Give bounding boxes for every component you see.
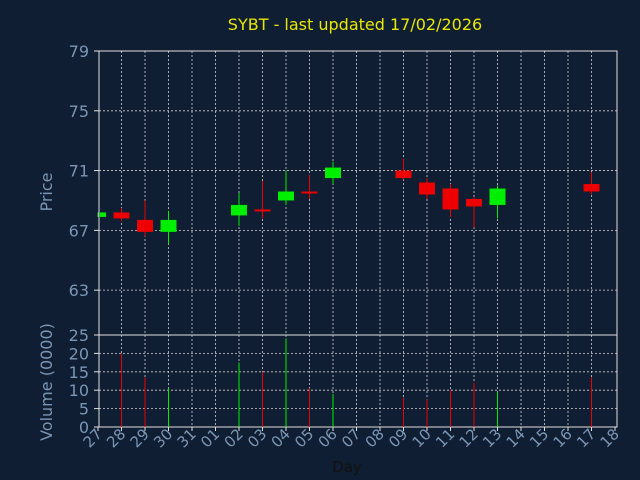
grid-lines: [94, 50, 617, 431]
candle-06: [325, 161, 341, 185]
candle-13: [489, 185, 506, 219]
x-tick-label: 11: [432, 425, 458, 451]
volume-tick-label: 20: [69, 344, 89, 363]
x-tick-label: 31: [174, 425, 200, 451]
x-tick-label: 02: [221, 425, 247, 451]
candle-28: [113, 207, 130, 222]
price-axis-label: Price: [37, 172, 56, 211]
volume-tick-label: 5: [79, 400, 89, 419]
x-tick-label: 30: [150, 425, 176, 451]
x-tick-label: 18: [597, 425, 623, 451]
price-panel-border: [98, 50, 618, 336]
x-axis-label: Day: [332, 458, 362, 476]
price-tick-label: 71: [69, 162, 89, 181]
x-tick-label: 15: [526, 425, 552, 451]
volume-panel-frame: [98, 334, 618, 428]
candle-11: [442, 184, 459, 217]
x-tick-label: 07: [338, 425, 364, 451]
x-tick-label: 12: [456, 425, 482, 451]
candle-body: [137, 219, 153, 232]
x-tick-label: 14: [503, 425, 529, 451]
price-tick-label: 63: [69, 281, 89, 300]
price-tick-label: 79: [69, 42, 89, 61]
candle-body: [254, 209, 271, 212]
candle-body: [278, 191, 294, 201]
x-tick-labels: 2728293031010203040506070809101112131415…: [80, 425, 623, 451]
x-tick-label: 17: [573, 425, 599, 451]
x-tick-label: 13: [479, 425, 505, 451]
x-tick-label: 29: [127, 425, 153, 451]
candle-body: [489, 188, 506, 205]
candle-02: [231, 193, 247, 226]
price-tick-label: 75: [69, 102, 89, 121]
candle-29: [137, 200, 153, 237]
candles: [97, 158, 600, 244]
candle-05: [301, 175, 318, 199]
volume-tick-label: 25: [69, 326, 89, 345]
volume-axis-label: Volume (0000): [37, 323, 56, 441]
candle-body: [442, 188, 459, 210]
volume-tick-label: 0: [79, 418, 89, 437]
x-tick-label: 10: [409, 425, 435, 451]
candle-body: [231, 204, 247, 216]
candle-12: [466, 197, 482, 228]
candle-body: [113, 212, 130, 219]
x-tick-label: 01: [197, 425, 223, 451]
candle-04: [278, 170, 294, 205]
candle-body: [100, 212, 106, 217]
x-tick-label: 08: [362, 425, 388, 451]
candle-body: [301, 191, 318, 194]
candle-17: [583, 172, 600, 195]
volume-tick-label: 15: [69, 363, 89, 382]
candle-10: [419, 178, 435, 199]
volume-bars: [121, 338, 592, 427]
candle-body: [325, 167, 341, 179]
x-tick-label: 03: [244, 425, 270, 451]
x-tick-label: 16: [550, 425, 576, 451]
candle-body: [583, 184, 600, 192]
x-tick-label: 06: [315, 425, 341, 451]
candle-body: [160, 219, 177, 232]
candle-03: [254, 181, 271, 219]
candle-09: [395, 158, 412, 180]
x-tick-label: 04: [268, 425, 294, 451]
candle-body: [466, 198, 482, 207]
chart-title: SYBT - last updated 17/02/2026: [228, 15, 482, 34]
candle-27: [97, 212, 106, 217]
price-panel-frame: [98, 50, 618, 336]
candle-body: [419, 182, 435, 195]
x-tick-label: 05: [291, 425, 317, 451]
price-tick-label: 67: [69, 221, 89, 240]
x-tick-label: 28: [103, 425, 129, 451]
x-tick-label: 09: [385, 425, 411, 451]
candle-body: [395, 170, 412, 179]
volume-tick-label: 10: [69, 381, 89, 400]
volume-panel-border: [98, 334, 618, 428]
candle-30: [160, 210, 177, 244]
